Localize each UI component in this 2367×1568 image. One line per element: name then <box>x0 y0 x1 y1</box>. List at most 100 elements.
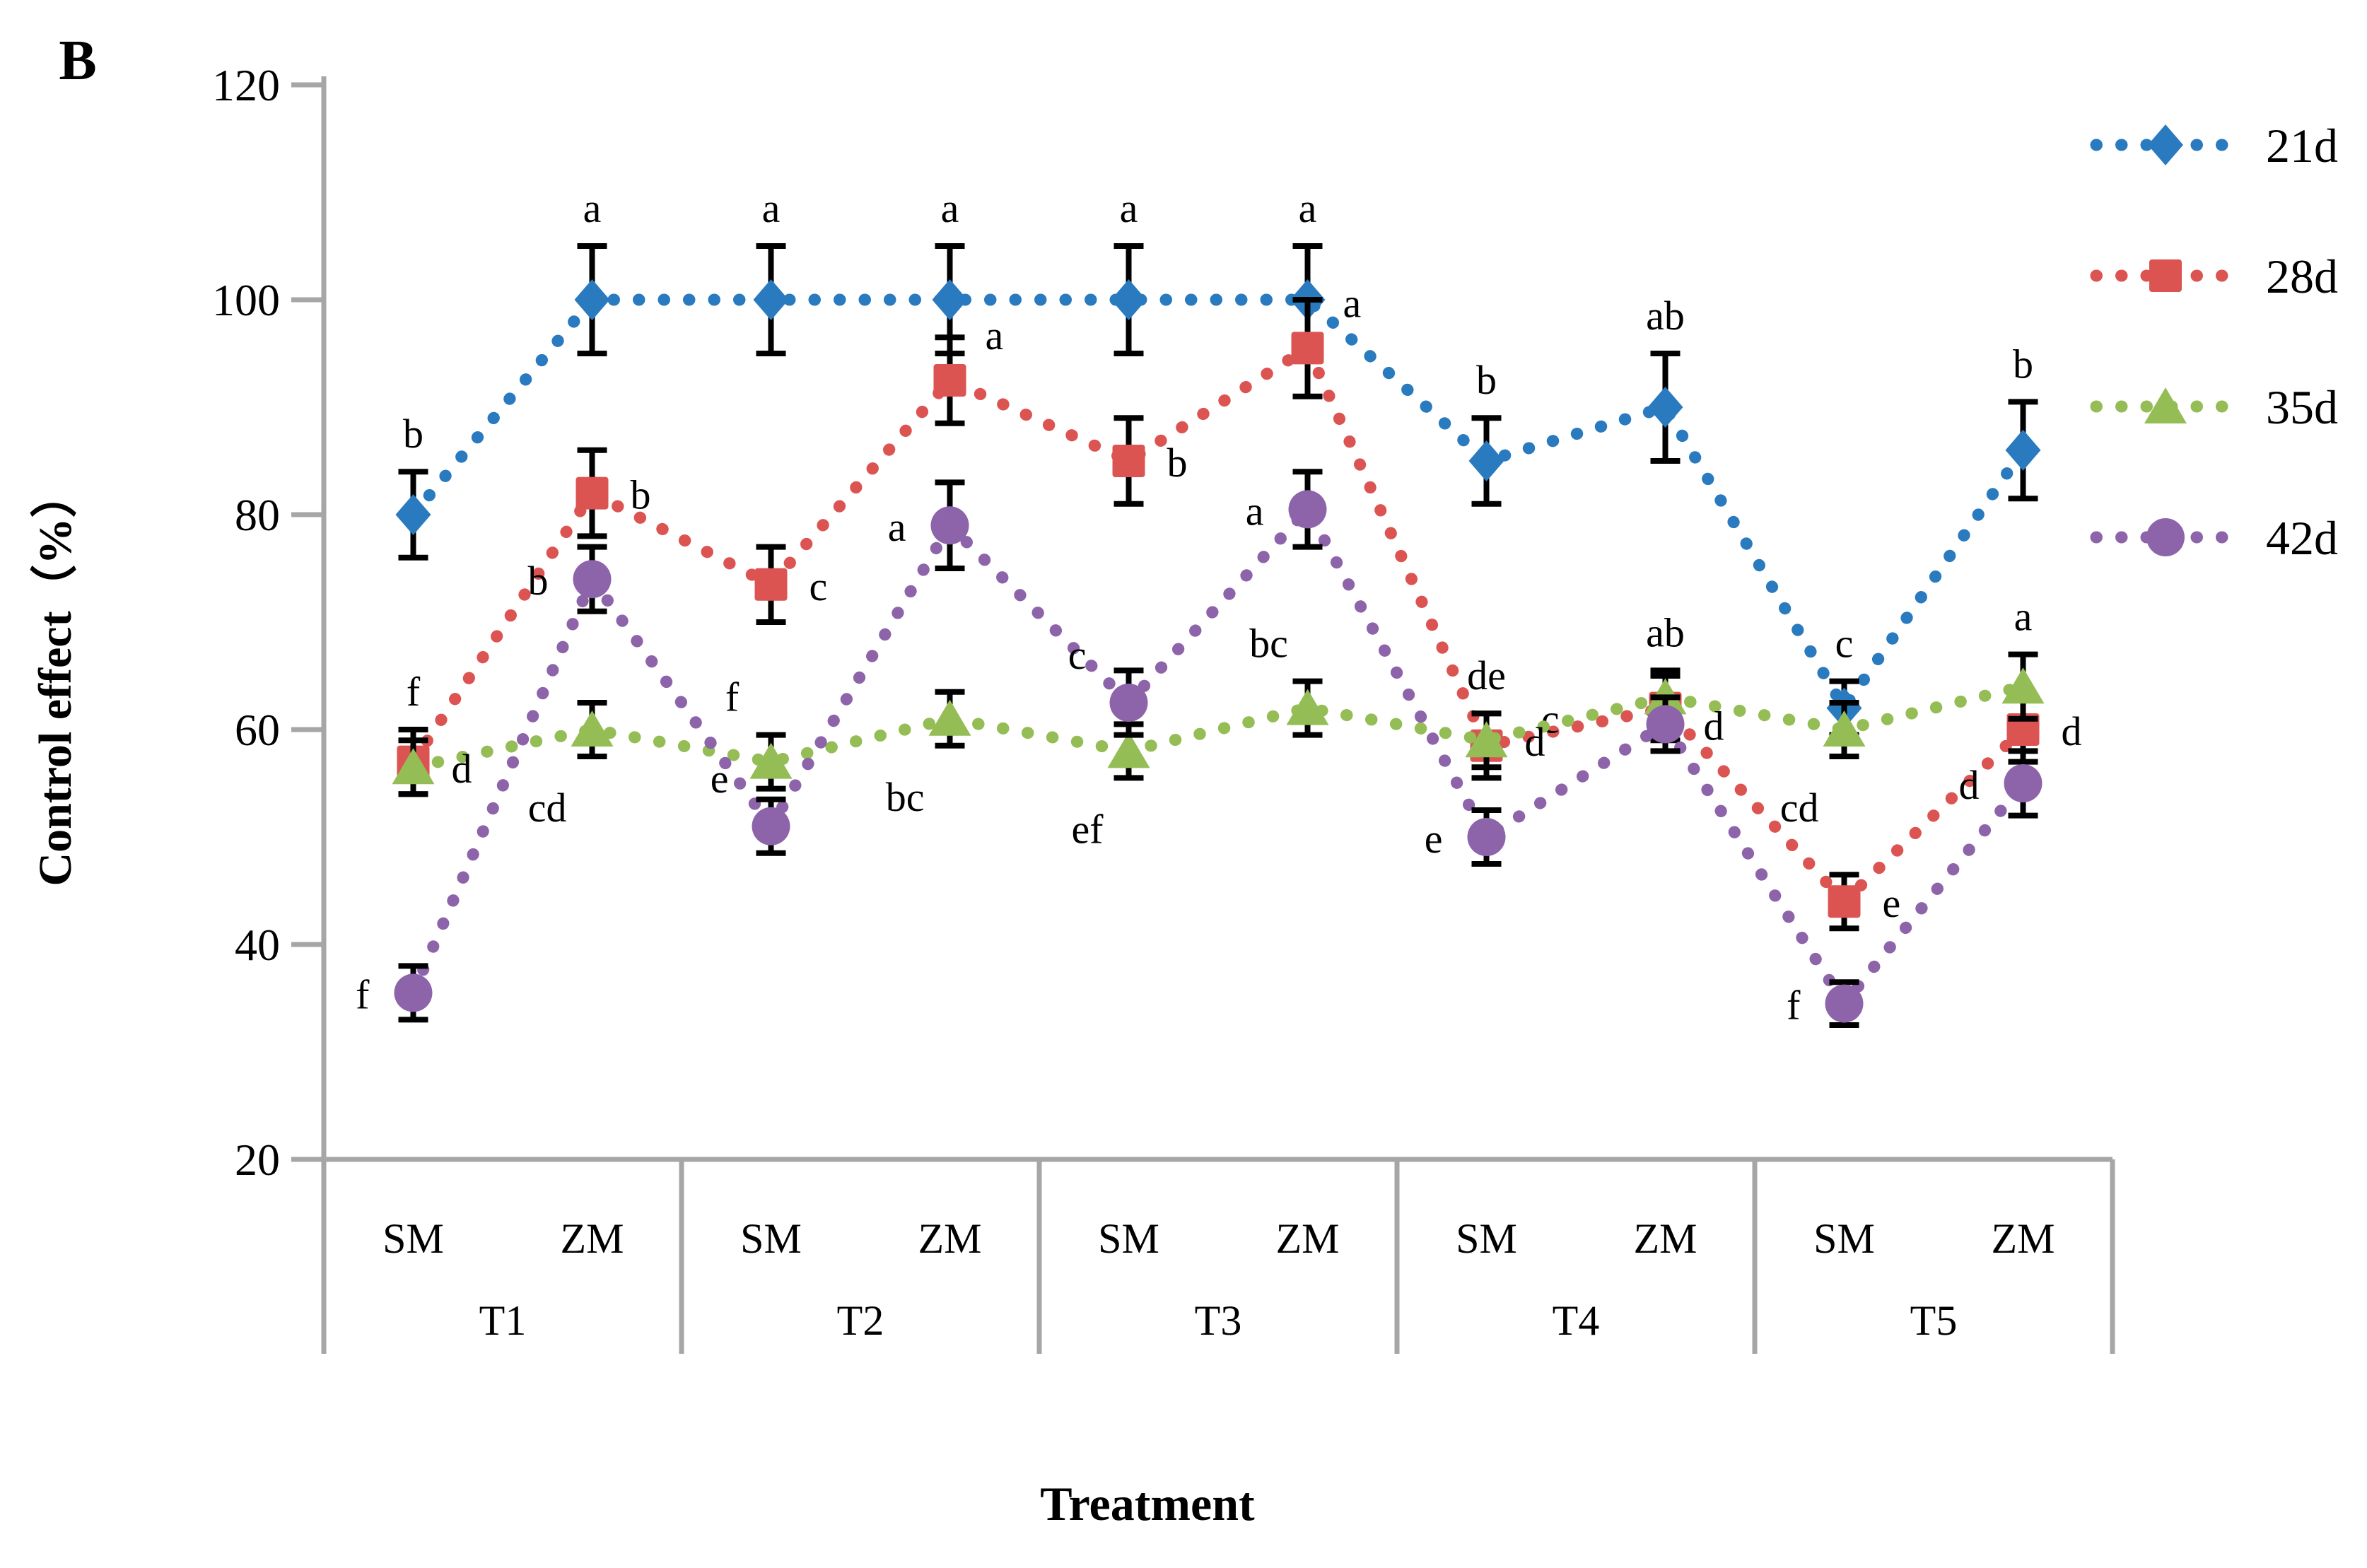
sig-letter-28d-1: b <box>631 472 651 518</box>
marker-21d-3 <box>932 279 968 320</box>
sig-letter-28d-4: b <box>1167 440 1188 486</box>
legend-label-28d: 28d <box>2266 250 2338 303</box>
marker-21d-7 <box>1647 387 1683 428</box>
x-sub-label: ZM <box>918 1215 982 1262</box>
sig-letter-21d-4: a <box>1120 185 1138 231</box>
sig-letter-21d-5: a <box>1299 185 1317 231</box>
marker-28d-8 <box>1828 885 1861 918</box>
x-sub-label: ZM <box>1276 1215 1340 1262</box>
sig-letter-21d-1: a <box>583 185 602 231</box>
sig-letter-28d-7: c <box>1541 696 1560 742</box>
y-tick-label: 60 <box>235 705 280 755</box>
marker-35d-1 <box>571 710 614 747</box>
y-tick-label: 80 <box>235 490 280 540</box>
y-axis-title: Control effect（%） <box>29 471 81 886</box>
legend-marker-square-icon <box>2149 259 2182 292</box>
sig-letter-21d-3: a <box>941 185 959 231</box>
series-21d-line <box>407 293 2029 720</box>
sig-letter-42d-9: d <box>1959 762 1980 808</box>
legend-label-42d: 42d <box>2266 511 2338 565</box>
y-tick-label: 20 <box>235 1135 280 1185</box>
marker-42d-0 <box>394 973 433 1012</box>
sig-letter-42d-8: f <box>1787 983 1801 1029</box>
sig-letter-35d-5: bc <box>1249 621 1288 667</box>
x-group-label: T3 <box>1195 1297 1242 1344</box>
marker-35d-6 <box>1465 721 1508 758</box>
sig-letter-28d-2: c <box>810 563 828 609</box>
legend-label-21d: 21d <box>2266 119 2338 172</box>
marker-28d-5 <box>1291 332 1324 365</box>
x-group-label: T4 <box>1553 1297 1600 1344</box>
marker-35d-5 <box>1286 689 1329 725</box>
sig-letter-42d-5: a <box>1246 488 1264 534</box>
x-sub-label: SM <box>1456 1215 1517 1262</box>
sig-letter-35d-8: cd <box>1780 785 1819 831</box>
x-axis-title: Treatment <box>1040 1477 1255 1531</box>
legend-marker-triangle-icon <box>2144 387 2187 423</box>
marker-28d-1 <box>575 476 609 510</box>
marker-35d-0 <box>392 748 435 785</box>
sig-letter-35d-4: ef <box>1071 806 1104 852</box>
marker-42d-4 <box>1109 684 1148 722</box>
legend-item-35d: 35d <box>2090 380 2338 434</box>
marker-42d-2 <box>752 807 790 846</box>
sig-letter-42d-1: b <box>528 558 549 604</box>
sig-letter-42d-7: d <box>1704 703 1724 749</box>
marker-42d-5 <box>1288 490 1327 529</box>
panel-label: B <box>59 30 96 92</box>
y-tick-label: 40 <box>235 920 280 970</box>
sig-letter-42d-6: e <box>1425 816 1443 862</box>
series-35d-line <box>407 680 2029 773</box>
marker-42d-9 <box>2004 764 2042 802</box>
x-sub-label: SM <box>1098 1215 1159 1262</box>
sig-letter-42d-2: e <box>711 756 729 802</box>
sig-letter-28d-6: de <box>1467 653 1506 698</box>
x-group-label: T1 <box>479 1297 527 1344</box>
marker-42d-1 <box>573 560 612 599</box>
sig-letter-42d-0: f <box>356 971 370 1017</box>
marker-21d-0 <box>395 494 431 535</box>
x-sub-label: SM <box>382 1215 444 1262</box>
marker-35d-3 <box>928 699 971 736</box>
marker-28d-2 <box>754 568 788 601</box>
sig-letter-28d-8: e <box>1883 880 1901 926</box>
marker-42d-8 <box>1825 984 1864 1023</box>
marker-35d-8 <box>1823 710 1866 747</box>
marker-42d-7 <box>1646 705 1685 744</box>
sig-letter-35d-6: d <box>1525 719 1545 765</box>
marker-42d-3 <box>930 506 969 545</box>
legend: 21d 28d 35d 42d <box>2090 119 2338 565</box>
sig-letter-35d-7: ab <box>1646 609 1685 655</box>
sig-letter-28d-0: f <box>407 669 421 715</box>
x-sub-label: ZM <box>561 1215 624 1262</box>
marker-21d-1 <box>574 279 610 320</box>
marker-35d-2 <box>749 742 793 779</box>
sig-letter-35d-0: d <box>452 746 472 792</box>
sig-letter-35d-3: bc <box>886 774 925 820</box>
marker-21d-6 <box>1468 440 1504 481</box>
sig-letter-21d-8: c <box>1835 621 1854 667</box>
legend-marker-circle-icon <box>2146 518 2185 556</box>
x-group-label: T5 <box>1910 1297 1958 1344</box>
sig-letter-21d-9: b <box>2013 341 2033 387</box>
legend-item-21d: 21d <box>2090 119 2338 172</box>
sig-letter-28d-9: d <box>2062 708 2082 754</box>
x-sub-label: ZM <box>1992 1215 2055 1262</box>
x-sub-label: SM <box>1813 1215 1875 1262</box>
sig-letter-21d-2: a <box>762 185 781 231</box>
x-sub-label: SM <box>740 1215 802 1262</box>
marker-35d-9 <box>2001 667 2045 704</box>
sig-letter-21d-0: b <box>403 411 423 457</box>
sig-letter-35d-2: f <box>725 674 740 720</box>
marker-28d-4 <box>1112 445 1145 477</box>
marker-35d-4 <box>1107 732 1150 768</box>
legend-item-42d: 42d <box>2090 511 2338 565</box>
sig-letter-21d-6: b <box>1476 357 1497 403</box>
y-tick-label: 120 <box>212 60 280 110</box>
marker-42d-6 <box>1467 818 1506 856</box>
